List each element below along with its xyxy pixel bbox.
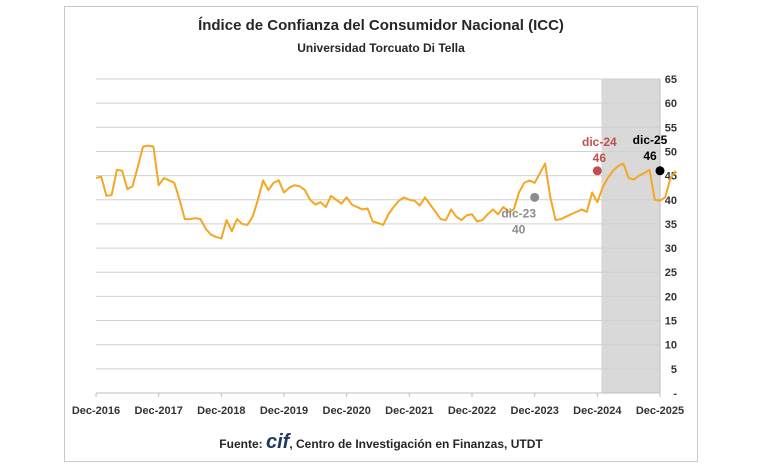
annotation-value: 46 xyxy=(593,151,607,165)
axes xyxy=(96,79,661,394)
annotation-marker xyxy=(592,166,602,176)
x-tick-label: Dec-2017 xyxy=(135,405,183,417)
source-note: Fuente: cif, Centro de Investigación en … xyxy=(65,431,697,454)
x-tick-label: Dec-2016 xyxy=(72,405,120,417)
y-tick-label: 10 xyxy=(665,340,677,352)
source-text: , Centro de Investigación en Finanzas, U… xyxy=(289,437,543,451)
y-tick-label: 15 xyxy=(665,316,677,328)
annotation-label: dic-25 xyxy=(633,133,668,147)
x-tick-label: Dec-2021 xyxy=(385,405,433,417)
annotation-label: dic-24 xyxy=(582,135,617,149)
y-tick-label: 55 xyxy=(665,122,677,134)
y-tick-label: 30 xyxy=(665,243,677,255)
y-tick-label: - xyxy=(673,388,677,400)
x-axis-ticks: Dec-2016 Dec-2017 Dec-2018 Dec-2019 Dec-2020… xyxy=(72,393,684,417)
annotation-marker xyxy=(655,166,665,176)
y-tick-label: 50 xyxy=(665,146,677,158)
annotation-value: 46 xyxy=(643,149,657,163)
icc-series-line xyxy=(95,144,677,240)
y-tick-label: 35 xyxy=(665,219,677,231)
gridlines xyxy=(96,78,660,370)
shaded-period xyxy=(601,79,660,393)
chart-subtitle: Universidad Torcuato Di Tella xyxy=(297,41,465,55)
annotation-marker xyxy=(530,192,540,202)
x-tick-label: Dec-2020 xyxy=(323,405,371,417)
source-prefix: Fuente: xyxy=(219,437,266,451)
chart-frame: Índice de Confianza del Consumidor Nacio… xyxy=(64,6,698,462)
y-tick-label: 60 xyxy=(665,98,677,110)
y-tick-label: 25 xyxy=(665,267,677,279)
chart-title: Índice de Confianza del Consumidor Nacio… xyxy=(198,17,564,34)
x-tick-label: Dec-2025 xyxy=(636,405,684,417)
y-tick-label: 5 xyxy=(671,364,677,376)
x-tick-label: Dec-2019 xyxy=(260,405,308,417)
y-tick-label: 65 xyxy=(665,74,677,86)
x-tick-label: Dec-2022 xyxy=(448,405,496,417)
x-tick-label: Dec-2024 xyxy=(573,405,622,417)
annotations: dic-23 40 dic-24 46 dic-25 46 xyxy=(501,133,667,237)
y-tick-label: 40 xyxy=(665,195,677,207)
series-layer xyxy=(95,144,677,240)
x-tick-label: Dec-2023 xyxy=(511,405,559,417)
annotation-label: dic-23 xyxy=(501,206,536,220)
x-tick-label: Dec-2018 xyxy=(197,405,245,417)
annotation-value: 40 xyxy=(512,222,526,236)
cif-logo: cif xyxy=(265,431,290,453)
y-tick-label: 20 xyxy=(665,291,677,303)
shaded-period-layer xyxy=(601,79,660,393)
